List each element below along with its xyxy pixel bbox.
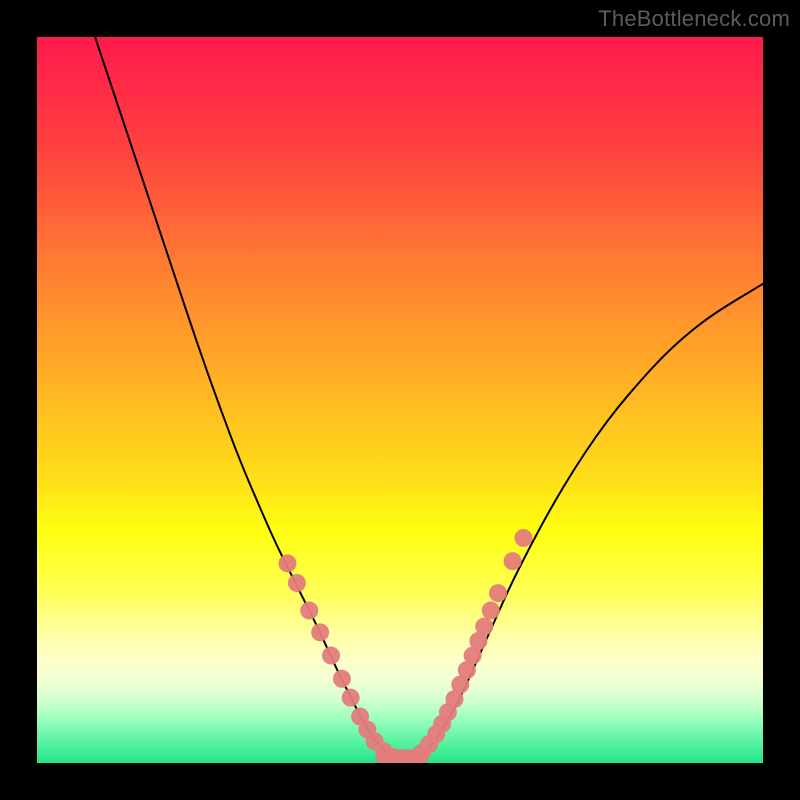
attribution-label: TheBottleneck.com bbox=[598, 6, 790, 32]
marker-left bbox=[300, 602, 318, 620]
plot-area bbox=[37, 37, 763, 763]
chart-svg bbox=[37, 37, 763, 763]
marker-left bbox=[333, 670, 351, 688]
marker-right bbox=[482, 602, 500, 620]
marker-left bbox=[322, 647, 340, 665]
marker-right bbox=[475, 618, 493, 636]
chart-frame: TheBottleneck.com bbox=[0, 0, 800, 800]
marker-left bbox=[342, 689, 360, 707]
marker-right bbox=[514, 529, 532, 547]
curve-left bbox=[95, 37, 407, 762]
marker-left bbox=[311, 623, 329, 641]
marker-left bbox=[288, 574, 306, 592]
marker-right bbox=[489, 584, 507, 602]
marker-right bbox=[504, 552, 522, 570]
marker-left bbox=[278, 554, 296, 572]
